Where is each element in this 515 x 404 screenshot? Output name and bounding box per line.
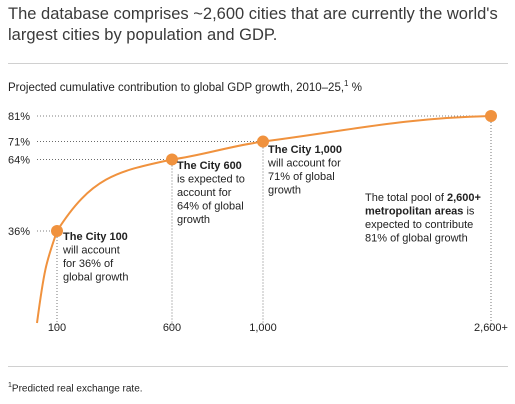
data-point [485,110,497,122]
data-point [257,135,269,148]
data-points [51,110,497,237]
x-tick-label: 600 [163,322,181,334]
chart-title-footnote-mark: 1 [344,79,349,88]
chart-title-unit: % [351,81,362,94]
x-tick-label: 2,600+ [474,322,508,334]
x-axis: 100 600 1,000 2,600+ [48,116,508,334]
y-tick-label: 71% [8,137,30,149]
data-point [51,225,63,237]
headline: The database comprises ~2,600 cities tha… [8,5,498,44]
annotation: The City 1,000 will account for 71% of glo… [267,144,342,197]
annotation: The total pool of 2,600+ metropolitan are… [365,192,481,245]
annotation: The City 100 will account for 36% of global… [62,231,128,284]
x-tick-label: 1,000 [249,322,277,334]
chart: 36% 64% 71% 81% 100 600 1,000 2,600+ The City … [8,110,508,334]
footnote: 1Predicted real exchange rate. [8,382,143,394]
footnote-divider [8,366,508,367]
data-point [166,153,178,166]
y-tick-label: 81% [8,111,30,123]
y-tick-label: 36% [8,226,30,238]
y-axis: 36% 64% 71% 81% [8,111,491,238]
chart-title: Projected cumulative contribution to glo… [8,79,362,94]
footnote-text: Predicted real exchange rate. [11,383,143,395]
annotation: The City 600 is expected to account for 64%… [177,160,245,226]
footnote-mark: 1 [8,382,12,389]
x-tick-label: 100 [48,322,66,334]
headline-divider [8,63,508,64]
y-tick-label: 64% [8,154,30,166]
chart-title-text: Projected cumulative contribution to glo… [8,81,345,94]
annotations: The City 100 will account for 36% of global… [62,144,481,284]
